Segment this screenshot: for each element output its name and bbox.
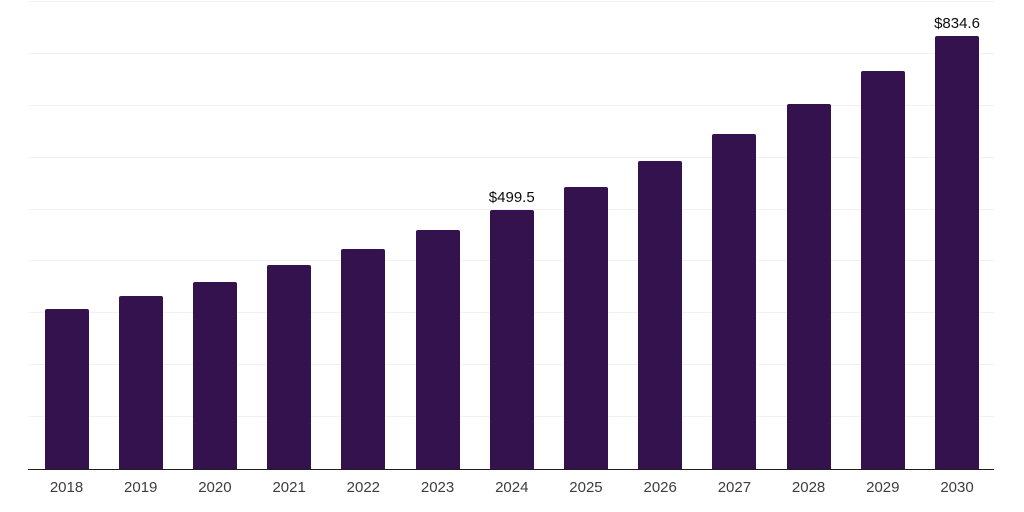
bar-2028 bbox=[786, 103, 831, 469]
x-label-2030: 2030 bbox=[940, 479, 974, 496]
gridline-700 bbox=[28, 104, 994, 106]
bar-2020 bbox=[192, 281, 237, 469]
bar-2021 bbox=[267, 265, 312, 469]
bar-2030 bbox=[935, 35, 980, 469]
x-label-2025: 2025 bbox=[569, 479, 603, 496]
x-label-2022: 2022 bbox=[346, 479, 381, 496]
x-label-2024: 2024 bbox=[495, 479, 529, 496]
gridline-500 bbox=[28, 208, 994, 210]
x-label-2028: 2028 bbox=[791, 479, 826, 496]
bar-2027 bbox=[712, 133, 757, 469]
bar-2023 bbox=[415, 229, 460, 469]
bar-2022 bbox=[341, 248, 386, 469]
gridline-900 bbox=[28, 0, 994, 2]
bar-2024 bbox=[489, 209, 534, 469]
bar-2026 bbox=[638, 161, 683, 469]
value-label-2030: $834.6 bbox=[934, 14, 980, 32]
plot-area: $499.5 $834.6 bbox=[28, 0, 994, 470]
x-label-2020: 2020 bbox=[198, 479, 232, 496]
x-label-2027: 2027 bbox=[717, 479, 752, 496]
x-label-2029: 2029 bbox=[866, 479, 900, 496]
x-label-2021: 2021 bbox=[272, 479, 306, 496]
value-label-2024: $499.5 bbox=[488, 188, 535, 206]
x-label-2019: 2019 bbox=[124, 479, 158, 496]
bar-2018 bbox=[44, 308, 89, 469]
gridline-800 bbox=[28, 52, 994, 54]
bar-2019 bbox=[118, 295, 163, 469]
bar-2025 bbox=[563, 186, 608, 469]
gridline-600 bbox=[28, 156, 994, 158]
x-label-2023: 2023 bbox=[420, 479, 455, 496]
x-label-2018: 2018 bbox=[49, 479, 84, 496]
x-label-2026: 2026 bbox=[643, 479, 677, 496]
bar-2029 bbox=[860, 71, 905, 469]
